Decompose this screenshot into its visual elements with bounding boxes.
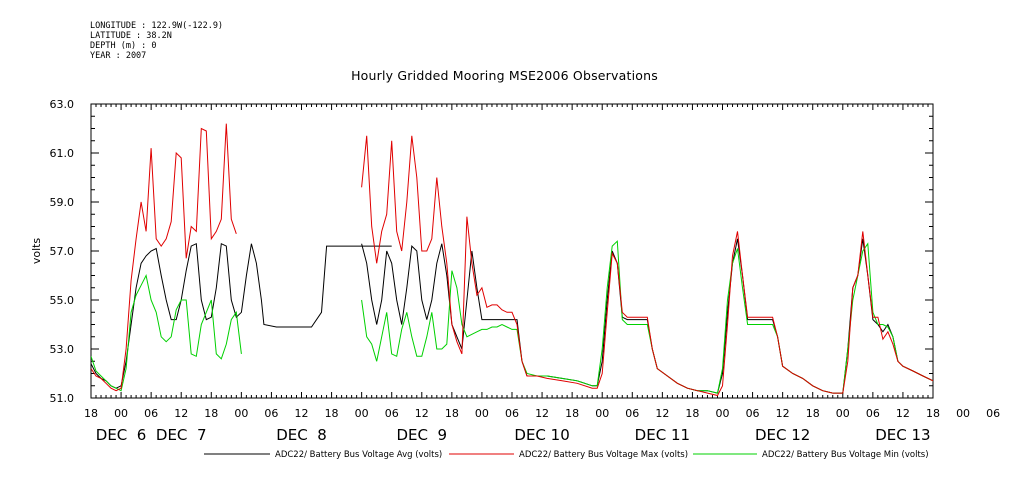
- x-tick-label: 18: [565, 407, 579, 420]
- x-tick-label: 18: [84, 407, 98, 420]
- x-day-label: DEC 13: [875, 426, 930, 444]
- y-tick-label: 63.0: [50, 98, 75, 111]
- legend-label: ADC22/ Battery Bus Voltage Max (volts): [519, 450, 688, 460]
- x-tick-label: 00: [716, 407, 730, 420]
- y-tick-label: 61.0: [50, 147, 75, 160]
- x-day-label: DEC 12: [755, 426, 810, 444]
- legend-label: ADC22/ Battery Bus Voltage Avg (volts): [275, 450, 442, 460]
- y-tick-label: 53.0: [50, 343, 75, 356]
- x-tick-label: 00: [355, 407, 369, 420]
- depth-label: DEPTH (m) : 0: [90, 41, 157, 51]
- y-axis-label: volts: [30, 238, 43, 265]
- x-tick-label: 00: [956, 407, 970, 420]
- series-line-min: [361, 240, 933, 394]
- y-tick-label: 55.0: [50, 294, 75, 307]
- x-day-label: DEC 7: [156, 426, 207, 444]
- x-day-label: DEC 11: [635, 426, 690, 444]
- legend-label: ADC22/ Battery Bus Voltage Min (volts): [762, 450, 929, 460]
- x-tick-label: 18: [806, 407, 820, 420]
- x-day-label: DEC 8: [276, 426, 327, 444]
- series-line-max: [91, 123, 237, 392]
- x-tick-label: 00: [836, 407, 850, 420]
- x-tick-label: 12: [776, 407, 790, 420]
- x-tick-label: 00: [595, 407, 609, 420]
- y-tick-label: 59.0: [50, 196, 75, 209]
- x-day-label: DEC 10: [514, 426, 569, 444]
- x-tick-label: 06: [625, 407, 639, 420]
- x-tick-label: 12: [174, 407, 188, 420]
- x-tick-label: 06: [505, 407, 519, 420]
- series-line-avg: [361, 238, 933, 394]
- x-tick-label: 12: [535, 407, 549, 420]
- x-tick-label: 00: [234, 407, 248, 420]
- x-tick-label: 18: [926, 407, 940, 420]
- series-line-avg: [91, 242, 392, 389]
- x-tick-label: 06: [385, 407, 399, 420]
- x-tick-label: 06: [264, 407, 278, 420]
- x-tick-label: 00: [114, 407, 128, 420]
- metadata-block: LONGITUDE : 122.9W(-122.9) LATITUDE : 38…: [90, 21, 223, 61]
- x-tick-label: 12: [896, 407, 910, 420]
- x-day-label: DEC 6: [96, 426, 147, 444]
- latitude-label: LATITUDE : 38.2N: [90, 31, 172, 41]
- x-tick-label: 18: [325, 407, 339, 420]
- plot-frame: [90, 103, 934, 399]
- y-tick-label: 57.0: [50, 245, 75, 258]
- series-line-max: [361, 135, 933, 397]
- series-line-min: [91, 273, 242, 392]
- x-tick-label: 06: [866, 407, 880, 420]
- x-tick-label: 12: [415, 407, 429, 420]
- x-tick-label: 06: [144, 407, 158, 420]
- x-tick-label: 06: [986, 407, 1000, 420]
- x-tick-label: 18: [445, 407, 459, 420]
- x-tick-label: 18: [685, 407, 699, 420]
- chart-title: Hourly Gridded Mooring MSE2006 Observati…: [351, 68, 658, 83]
- year-label: YEAR : 2007: [90, 51, 147, 61]
- y-tick-label: 51.0: [50, 392, 75, 405]
- x-day-label: DEC 9: [396, 426, 447, 444]
- x-tick-label: 12: [295, 407, 309, 420]
- x-tick-label: 12: [655, 407, 669, 420]
- x-tick-label: 06: [746, 407, 760, 420]
- x-tick-label: 00: [475, 407, 489, 420]
- x-tick-label: 18: [204, 407, 218, 420]
- longitude-label: LONGITUDE : 122.9W(-122.9): [90, 21, 224, 31]
